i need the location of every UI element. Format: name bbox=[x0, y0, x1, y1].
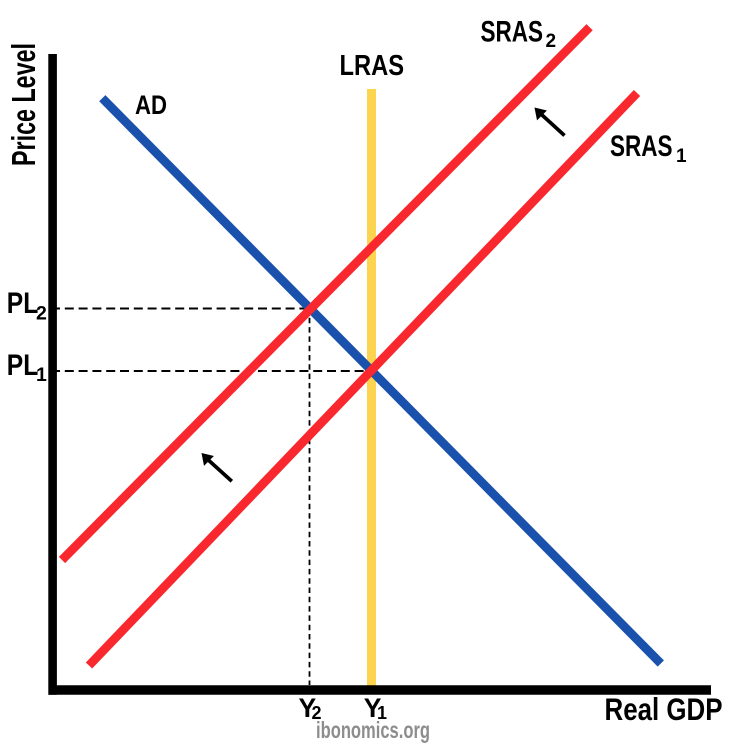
svg-text:ibonomics.org: ibonomics.org bbox=[316, 717, 430, 743]
svg-text:PL: PL bbox=[7, 287, 39, 320]
svg-text:Y: Y bbox=[299, 693, 317, 723]
svg-text:SRAS: SRAS bbox=[610, 130, 673, 163]
svg-text:1: 1 bbox=[676, 146, 687, 167]
svg-text:2: 2 bbox=[312, 703, 322, 723]
svg-text:1: 1 bbox=[36, 364, 47, 386]
svg-text:LRAS: LRAS bbox=[340, 50, 405, 82]
svg-text:Y: Y bbox=[364, 693, 382, 723]
svg-text:SRAS: SRAS bbox=[481, 15, 544, 48]
svg-text:AD: AD bbox=[135, 90, 167, 120]
svg-text:2: 2 bbox=[546, 31, 557, 52]
svg-text:1: 1 bbox=[377, 703, 387, 723]
svg-text:Price Level: Price Level bbox=[5, 43, 42, 166]
svg-text:2: 2 bbox=[36, 303, 47, 325]
svg-text:Real GDP: Real GDP bbox=[605, 691, 723, 727]
svg-text:PL: PL bbox=[7, 349, 39, 382]
